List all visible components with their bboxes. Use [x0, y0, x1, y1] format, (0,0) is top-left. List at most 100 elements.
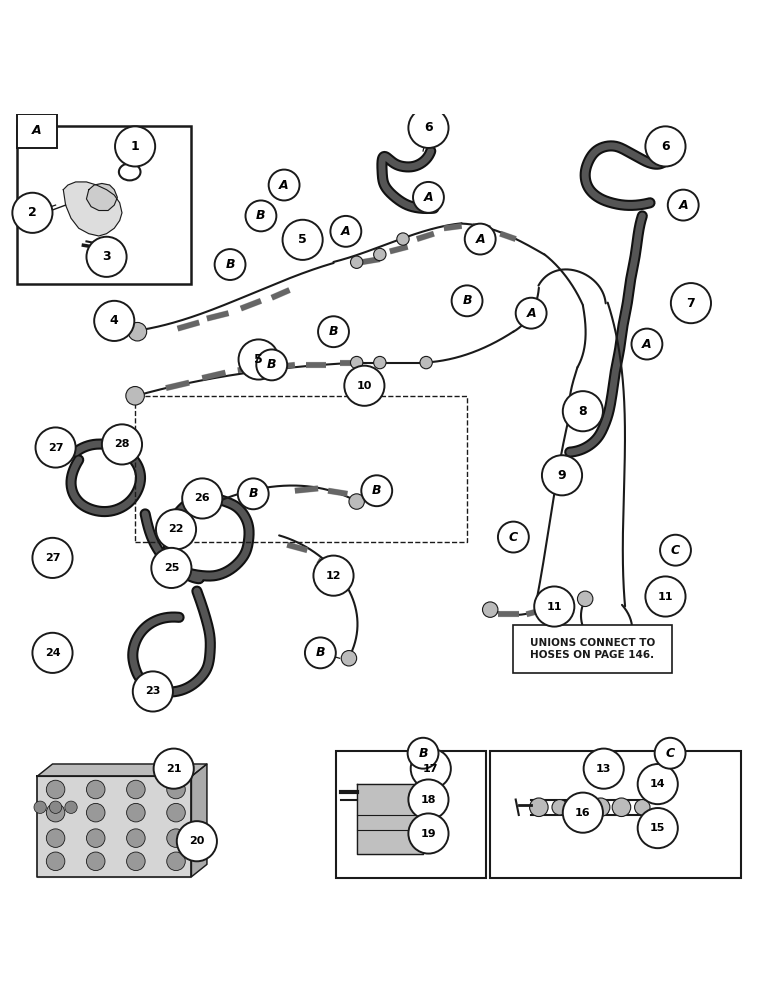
Text: 11: 11 — [658, 591, 673, 601]
Circle shape — [94, 301, 134, 341]
Circle shape — [542, 594, 557, 610]
Circle shape — [591, 798, 610, 817]
Circle shape — [167, 803, 185, 822]
Circle shape — [115, 126, 155, 166]
Bar — [17, 126, 191, 284]
Circle shape — [638, 808, 678, 848]
Circle shape — [671, 283, 711, 323]
Text: B: B — [316, 646, 325, 659]
Circle shape — [167, 780, 185, 799]
Text: 27: 27 — [45, 553, 60, 563]
Polygon shape — [357, 784, 423, 854]
Circle shape — [167, 829, 185, 847]
Text: B: B — [462, 294, 472, 307]
Text: A: A — [279, 179, 289, 192]
Circle shape — [156, 509, 196, 549]
Text: 20: 20 — [189, 836, 205, 846]
Text: 23: 23 — [145, 686, 161, 696]
Circle shape — [34, 801, 46, 813]
Circle shape — [408, 813, 449, 854]
Text: 27: 27 — [48, 443, 63, 453]
Circle shape — [127, 803, 145, 822]
Circle shape — [344, 366, 384, 406]
Circle shape — [498, 522, 529, 552]
Text: A: A — [32, 124, 42, 137]
Circle shape — [573, 800, 588, 815]
Circle shape — [408, 738, 438, 769]
Circle shape — [305, 637, 336, 668]
Circle shape — [660, 535, 691, 566]
Text: C: C — [671, 544, 680, 557]
Bar — [513, 625, 672, 673]
Text: 6: 6 — [661, 140, 670, 153]
Circle shape — [126, 387, 144, 405]
Circle shape — [238, 478, 269, 509]
Text: UNIONS CONNECT TO
HOSES ON PAGE 146.: UNIONS CONNECT TO HOSES ON PAGE 146. — [530, 638, 655, 660]
Text: 19: 19 — [421, 829, 436, 839]
Circle shape — [542, 455, 582, 495]
Text: A: A — [642, 338, 652, 351]
Circle shape — [563, 793, 603, 833]
Circle shape — [631, 329, 662, 359]
Circle shape — [49, 801, 62, 813]
Circle shape — [420, 356, 432, 369]
Circle shape — [530, 798, 548, 817]
Bar — [17, 114, 57, 148]
Text: B: B — [249, 487, 258, 500]
Text: A: A — [476, 233, 485, 246]
Text: A: A — [679, 199, 688, 212]
Text: 17: 17 — [423, 764, 438, 774]
Circle shape — [645, 576, 686, 617]
Bar — [336, 751, 486, 878]
Circle shape — [127, 829, 145, 847]
Circle shape — [313, 556, 354, 596]
Text: B: B — [329, 325, 338, 338]
Circle shape — [411, 749, 451, 789]
Circle shape — [563, 391, 603, 431]
Circle shape — [482, 602, 498, 617]
Circle shape — [452, 285, 482, 316]
Text: 10: 10 — [357, 381, 372, 391]
Text: 16: 16 — [575, 808, 591, 818]
Text: B: B — [267, 358, 276, 371]
Circle shape — [102, 424, 142, 464]
Circle shape — [133, 671, 173, 712]
Circle shape — [32, 633, 73, 673]
Polygon shape — [37, 776, 191, 877]
Circle shape — [612, 798, 631, 817]
Text: 4: 4 — [110, 314, 119, 327]
Text: 18: 18 — [421, 795, 436, 805]
Circle shape — [341, 651, 357, 666]
Circle shape — [638, 764, 678, 804]
Circle shape — [361, 475, 392, 506]
Circle shape — [349, 494, 364, 509]
Text: A: A — [341, 225, 350, 238]
Circle shape — [397, 233, 409, 245]
Circle shape — [552, 800, 567, 815]
Text: 14: 14 — [650, 779, 665, 789]
Circle shape — [46, 852, 65, 871]
Circle shape — [177, 821, 217, 861]
Circle shape — [127, 780, 145, 799]
Text: 8: 8 — [578, 405, 587, 418]
Circle shape — [655, 738, 686, 769]
Circle shape — [127, 852, 145, 871]
Text: A: A — [424, 191, 433, 204]
Circle shape — [215, 249, 245, 280]
Text: 5: 5 — [298, 233, 307, 246]
Circle shape — [86, 803, 105, 822]
Text: 22: 22 — [168, 524, 184, 534]
Circle shape — [318, 316, 349, 347]
Circle shape — [128, 322, 147, 341]
Text: 5: 5 — [254, 353, 263, 366]
Circle shape — [584, 749, 624, 789]
Circle shape — [256, 349, 287, 380]
Circle shape — [350, 256, 363, 268]
Polygon shape — [37, 764, 207, 776]
Circle shape — [86, 780, 105, 799]
Circle shape — [167, 852, 185, 871]
Polygon shape — [63, 182, 122, 236]
Circle shape — [12, 193, 52, 233]
Text: C: C — [665, 747, 675, 760]
Circle shape — [516, 298, 547, 329]
